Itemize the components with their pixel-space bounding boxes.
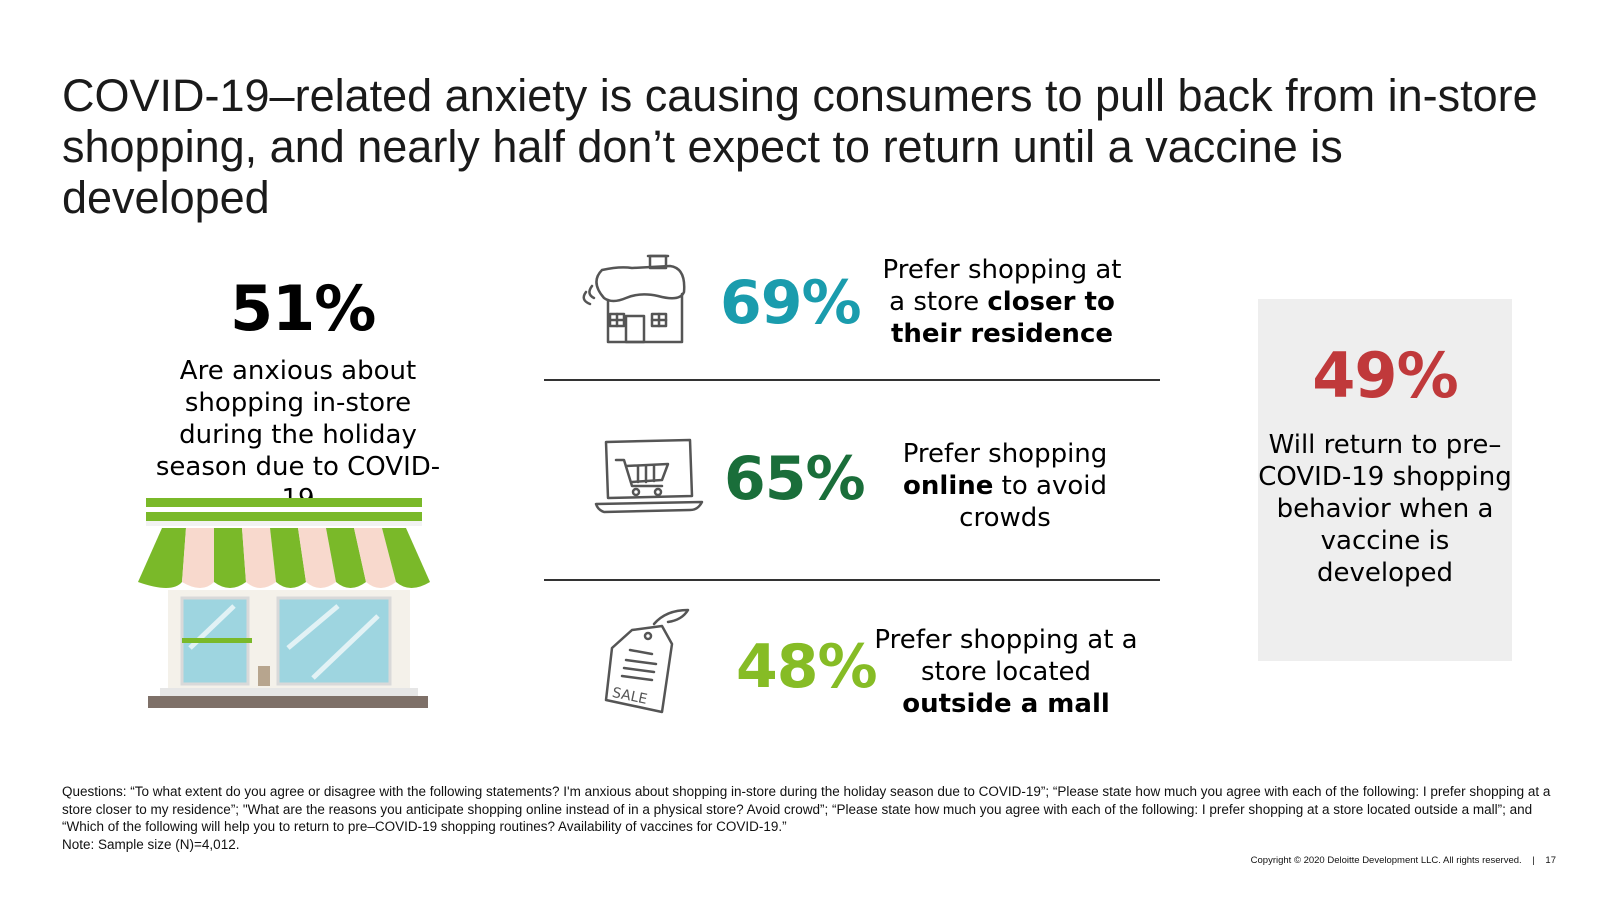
copyright-footer: Copyright © 2020 Deloitte Development LL… [1250,855,1556,866]
footnote-questions: Questions: “To what extent do you agree … [62,784,1551,834]
anxious-description: Are anxious about shopping in-store duri… [155,356,441,514]
copyright-text: Copyright © 2020 Deloitte Development LL… [1250,855,1522,866]
page-number: 17 [1545,855,1556,866]
online-percentage: 65% [724,444,866,514]
laptop-cart-icon [594,438,704,514]
sale-tag-icon: SALE [604,608,690,714]
vaccine-return-percentage: 49% [1312,339,1458,412]
house-icon [582,254,686,344]
outside-mall-description: Prefer shopping at a store located outsi… [874,625,1138,719]
footnote: Questions: “To what extent do you agree … [62,783,1552,853]
vaccine-stat-box: 49% Will return to pre–COVID-19 shopping… [1258,299,1512,661]
row-divider [544,579,1160,581]
outside-mall-percentage: 48% [736,632,878,702]
anxious-percentage: 51% [230,272,376,345]
closer-residence-description: Prefer shopping at a store closer to the… [882,255,1122,349]
closer-residence-percentage: 69% [720,268,862,338]
footnote-note: Note: Sample size (N)=4,012. [62,836,240,852]
svg-text:SALE: SALE [611,685,649,708]
page-title: COVID-19–related anxiety is causing cons… [62,70,1538,223]
row-divider [544,379,1160,381]
storefront-icon [138,498,430,708]
online-description: Prefer shopping online to avoid crowds [902,439,1108,533]
vaccine-return-description: Will return to pre–COVID-19 shopping beh… [1258,430,1512,588]
